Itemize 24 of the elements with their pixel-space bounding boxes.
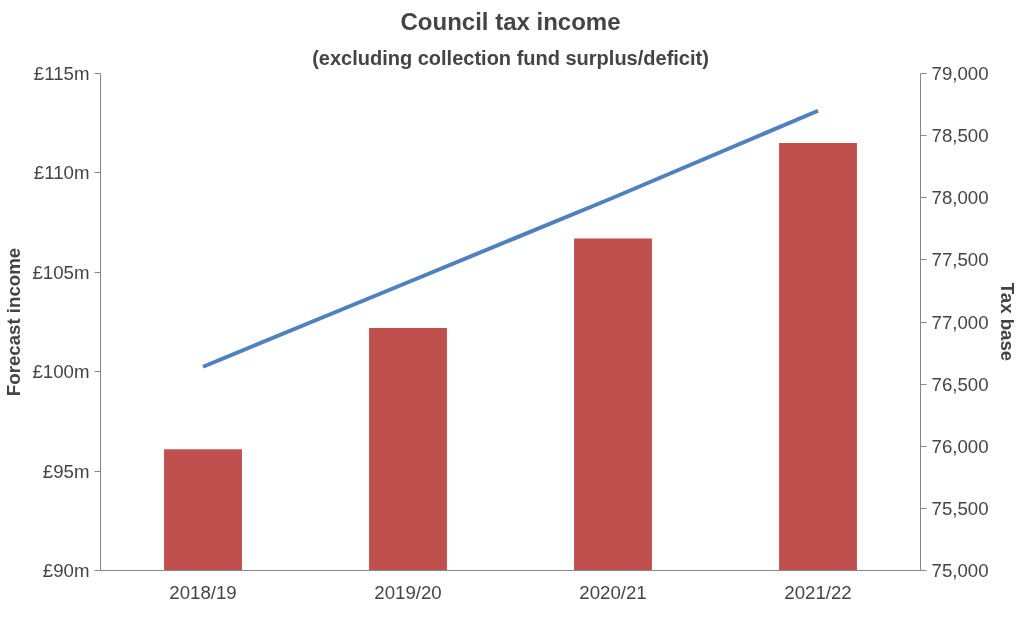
y2-tick-label: 75,500 bbox=[931, 497, 989, 519]
y2-tick-label: 79,000 bbox=[931, 63, 989, 84]
y2-tick-label: 77,000 bbox=[931, 311, 989, 333]
line-series bbox=[201, 108, 820, 369]
y2-tick-label: 78,500 bbox=[931, 125, 989, 147]
chart-title: Council tax income bbox=[400, 7, 621, 35]
y-tick-label: £115m bbox=[33, 63, 90, 84]
x-tick-label: 2018/19 bbox=[169, 581, 237, 603]
y-tick-label: £110m bbox=[33, 162, 90, 184]
y2-tick-label: 78,000 bbox=[931, 187, 989, 209]
chart-subtitle: (excluding collection fund surplus/deficit) bbox=[312, 46, 709, 69]
x-tick-label: 2020/21 bbox=[579, 581, 647, 603]
y2-tick-label: 75,000 bbox=[931, 560, 989, 581]
y-tick-label: £95m bbox=[42, 460, 90, 482]
y-tick-label: £90m bbox=[42, 560, 90, 581]
y2-axis-title: Tax base bbox=[996, 282, 1018, 362]
x-tick-label: 2021/22 bbox=[784, 581, 852, 603]
x-tick-label: 2019/20 bbox=[374, 581, 442, 603]
y2-tick-label: 76,000 bbox=[931, 435, 989, 457]
y-tick-label: £105m bbox=[32, 261, 90, 283]
y-axis-title: Forecast income bbox=[3, 247, 25, 397]
y-tick-label: £100m bbox=[32, 361, 90, 383]
y2-tick-label: 77,500 bbox=[931, 249, 989, 271]
y2-tick-label: 76,500 bbox=[931, 373, 989, 395]
